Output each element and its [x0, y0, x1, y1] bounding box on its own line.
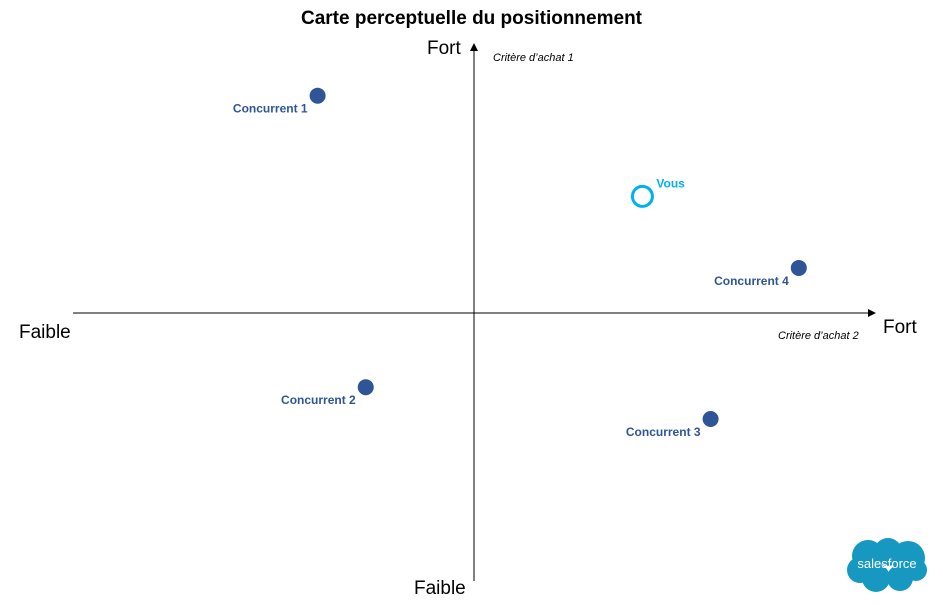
- y-high-label: Fort: [427, 38, 462, 59]
- point-label: Concurrent 1: [233, 102, 308, 116]
- svg-text:salesforce: salesforce: [857, 556, 916, 571]
- y-axis-title: Critère d’achat 1: [493, 52, 574, 64]
- point-label: Concurrent 3: [626, 425, 701, 439]
- chart-title: Carte perceptuelle du positionnement: [301, 8, 642, 29]
- point-concurrent-2: [357, 379, 374, 396]
- y-low-label: Faible: [414, 578, 466, 599]
- salesforce-cloud-icon: salesforce: [847, 538, 927, 592]
- point-label: Concurrent 4: [714, 274, 789, 288]
- point-concurrent-4: [790, 259, 807, 276]
- point-label: Vous: [656, 176, 685, 190]
- x-low-label: Faible: [19, 322, 71, 343]
- point-concurrent-3: [702, 411, 719, 427]
- x-high-label: Fort: [883, 317, 918, 338]
- point-label: Concurrent 2: [281, 393, 356, 407]
- point-vous: [630, 184, 654, 208]
- x-axis-title: Critère d’achat 2: [778, 330, 859, 342]
- salesforce-logo: salesforce: [846, 536, 928, 594]
- point-concurrent-1: [309, 87, 326, 104]
